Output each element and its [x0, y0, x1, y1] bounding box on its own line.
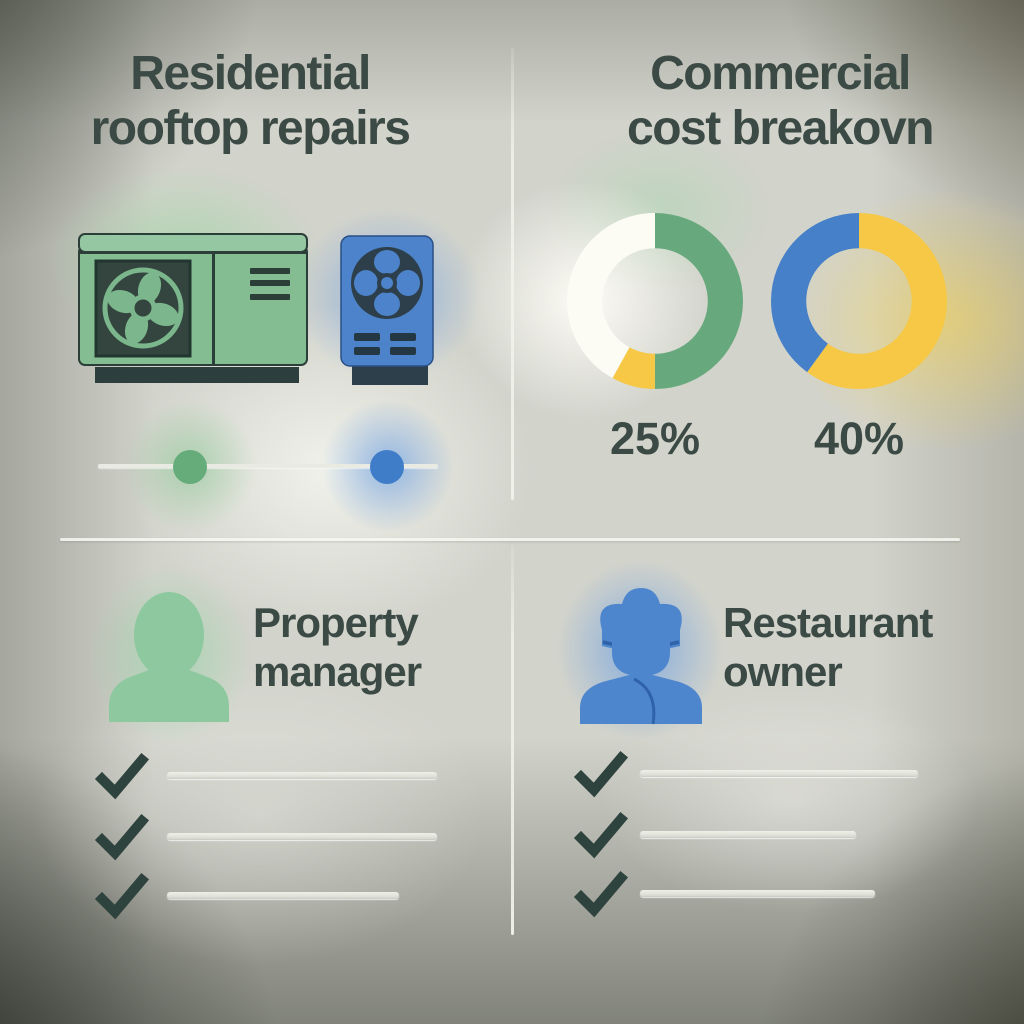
title-residential-line1: Residential	[130, 47, 371, 100]
checkmark-icon	[573, 870, 629, 918]
title-residential-line2: rooftop repairs	[90, 102, 411, 155]
restaurant-owner-icon	[578, 584, 705, 725]
checklist-line	[640, 770, 918, 777]
vent-lines	[354, 333, 416, 355]
checklist-item	[94, 813, 441, 862]
checkmark-icon	[94, 752, 150, 800]
fan-icon	[102, 267, 184, 349]
donut-chart-1	[567, 213, 743, 389]
hvac-green-base	[95, 367, 299, 383]
checklist-item	[573, 870, 925, 919]
slider-track	[98, 464, 438, 468]
checklist-item	[573, 811, 925, 860]
hvac-blue-base	[352, 366, 428, 385]
checkmark-icon	[573, 750, 629, 798]
checklist-item	[94, 872, 441, 921]
divider-vertical-bottom	[511, 545, 514, 935]
label-property-line1: Property	[253, 599, 419, 646]
fan-icon	[351, 247, 423, 319]
donut-chart-2-label: 40%	[813, 413, 905, 464]
label-property-manager: Property manager	[253, 598, 488, 696]
chef-jacket-seam	[633, 677, 656, 725]
label-property-line2: manager	[253, 648, 422, 695]
hvac-indoor-unit-icon	[340, 235, 435, 387]
donut-chart-1-label: 25%	[609, 413, 701, 464]
vent-lines	[250, 268, 290, 300]
checkmark-icon	[94, 872, 150, 920]
checkmark-icon	[573, 811, 629, 859]
checklist-line	[167, 892, 399, 899]
slider-knob-green[interactable]	[172, 450, 207, 484]
checkmark-icon	[94, 813, 150, 861]
divider-vertical-top	[511, 48, 514, 500]
label-restaurant-owner: Restaurant owner	[723, 598, 983, 696]
label-restaurant-line2: owner	[723, 648, 843, 695]
donut-chart-2	[771, 213, 947, 389]
slider-knob-blue[interactable]	[370, 450, 404, 484]
checklist-line	[167, 772, 437, 779]
label-restaurant-line1: Restaurant	[723, 599, 933, 646]
person-head	[134, 592, 204, 678]
chef-hat	[600, 588, 682, 651]
checklist-line	[640, 831, 856, 838]
checklist-item	[573, 750, 925, 799]
divider-horizontal	[60, 538, 960, 541]
title-commercial-line2: cost breakovn	[627, 102, 934, 155]
person-tie	[160, 672, 178, 713]
hvac-outdoor-unit-icon	[78, 233, 308, 385]
checklist-line	[640, 890, 875, 897]
title-residential: Residential rooftop repairs	[30, 46, 470, 156]
title-commercial: Commercial cost breakovn	[565, 46, 995, 156]
checklist-line	[167, 833, 437, 840]
property-manager-icon	[103, 592, 235, 722]
checklist-item	[94, 752, 441, 801]
chef-head	[612, 636, 670, 676]
comparison-slider	[98, 450, 438, 484]
title-commercial-line1: Commercial	[650, 47, 911, 100]
chef-shoulders	[580, 672, 702, 724]
